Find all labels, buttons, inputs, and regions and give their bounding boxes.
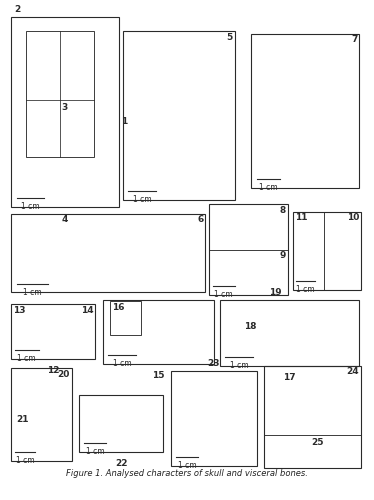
Text: 21: 21 — [16, 415, 29, 424]
Text: 3: 3 — [61, 102, 68, 112]
Text: 12: 12 — [47, 366, 59, 375]
Text: 5: 5 — [227, 32, 233, 42]
Text: 1 cm: 1 cm — [15, 456, 34, 465]
Text: 1 cm: 1 cm — [296, 285, 315, 294]
Bar — [123, 31, 234, 200]
Text: 11: 11 — [295, 213, 308, 222]
Text: 1 cm: 1 cm — [214, 290, 233, 299]
Text: 1 cm: 1 cm — [21, 202, 40, 211]
Bar — [11, 17, 119, 207]
Text: 7: 7 — [351, 35, 358, 44]
Bar — [11, 368, 71, 461]
Text: 1 cm: 1 cm — [133, 195, 151, 204]
Bar — [79, 394, 163, 452]
Text: 22: 22 — [115, 458, 127, 468]
Bar — [171, 371, 257, 466]
Text: 1: 1 — [121, 117, 127, 126]
Bar — [209, 204, 288, 294]
Text: 1 cm: 1 cm — [113, 359, 131, 368]
Text: 16: 16 — [112, 303, 125, 312]
Text: 9: 9 — [280, 251, 286, 260]
Text: 19: 19 — [269, 288, 281, 297]
Bar — [264, 366, 361, 468]
Text: 18: 18 — [244, 322, 256, 330]
Bar — [11, 304, 95, 359]
Bar — [103, 300, 214, 364]
Text: 25: 25 — [311, 438, 324, 447]
Text: 4: 4 — [62, 216, 68, 224]
Text: 13: 13 — [13, 306, 25, 314]
Text: 14: 14 — [81, 306, 94, 314]
Text: 20: 20 — [57, 370, 70, 379]
Bar — [11, 214, 205, 292]
Bar — [110, 302, 141, 335]
Text: 1 cm: 1 cm — [259, 183, 278, 192]
Text: 15: 15 — [152, 371, 165, 380]
Text: 1 cm: 1 cm — [23, 288, 42, 296]
Text: 10: 10 — [347, 213, 359, 222]
Bar — [251, 34, 359, 188]
Bar — [293, 212, 361, 290]
Text: 1 cm: 1 cm — [86, 447, 105, 456]
Text: 1 cm: 1 cm — [17, 354, 36, 363]
Text: 23: 23 — [207, 360, 220, 368]
Bar — [220, 300, 359, 366]
Text: Figure 1. Analysed characters of skull and visceral bones.: Figure 1. Analysed characters of skull a… — [66, 468, 308, 477]
Text: 2: 2 — [15, 6, 21, 15]
Text: 1 cm: 1 cm — [178, 461, 196, 470]
Text: 1 cm: 1 cm — [230, 361, 249, 370]
Text: 24: 24 — [347, 368, 359, 376]
Text: 17: 17 — [283, 373, 296, 382]
Text: 8: 8 — [280, 206, 286, 215]
Text: 6: 6 — [197, 216, 203, 224]
Bar — [26, 31, 94, 157]
